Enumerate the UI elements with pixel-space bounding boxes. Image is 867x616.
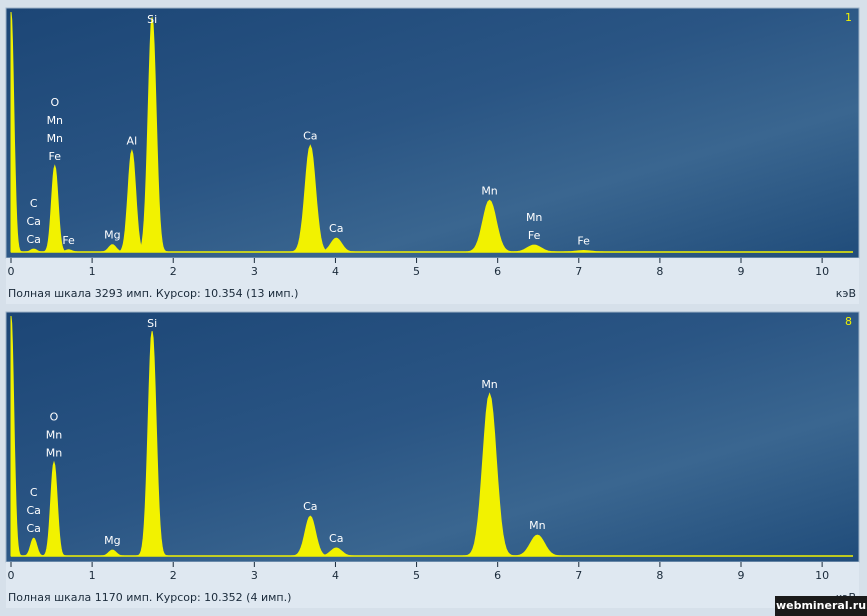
peak-label: Fe: [49, 150, 62, 163]
peak-label: C: [30, 197, 38, 210]
peak-label: Ca: [27, 522, 41, 535]
x-tick-label: 6: [494, 569, 501, 582]
x-tick-label: 10: [815, 569, 829, 582]
status-text: Полная шкала 1170 имп. Курсор: 10.352 (4…: [8, 591, 291, 604]
peak-label: Mn: [481, 184, 497, 197]
x-tick-label: 8: [656, 265, 663, 278]
peak-label: Mg: [104, 534, 120, 547]
peak-label: O: [50, 96, 59, 109]
x-tick-label: 5: [413, 569, 420, 582]
x-tick-label: 6: [494, 265, 501, 278]
watermark: webmineral.ru: [776, 599, 866, 612]
peak-label: Al: [127, 135, 138, 148]
peak: [10, 315, 23, 557]
x-tick-label: 1: [89, 569, 96, 582]
peak: [41, 164, 68, 253]
peak-label: Ca: [27, 215, 41, 228]
peak-label: Ca: [329, 532, 343, 545]
x-tick-label: 10: [815, 265, 829, 278]
peak-label: Mn: [46, 428, 62, 441]
x-tick-label: 9: [738, 569, 745, 582]
panel-number: 8: [845, 315, 852, 328]
x-tick-label: 4: [332, 265, 339, 278]
peak: [55, 249, 82, 253]
peak: [462, 392, 517, 557]
status-text: Полная шкала 3293 имп. Курсор: 10.354 (1…: [8, 287, 298, 300]
peak-label: Fe: [62, 234, 75, 247]
peak: [136, 331, 169, 557]
peak-label: Ca: [329, 222, 343, 235]
x-tick-label: 1: [89, 265, 96, 278]
x-tick-label: 0: [8, 265, 15, 278]
peak-label: Ca: [27, 233, 41, 246]
peak: [509, 534, 566, 557]
peak-label: Mn: [47, 132, 63, 145]
axis-strip: [6, 258, 859, 304]
peak: [462, 199, 517, 253]
x-unit: кэВ: [836, 287, 856, 300]
peak-label: Fe: [577, 235, 590, 248]
peak: [10, 11, 23, 253]
x-tick-label: 0: [8, 569, 15, 582]
peak-label: Mn: [529, 519, 545, 532]
x-tick-label: 7: [575, 265, 582, 278]
x-tick-label: 4: [332, 569, 339, 582]
peak-label: Ca: [303, 500, 317, 513]
peak: [97, 549, 127, 557]
x-tick-label: 3: [251, 265, 258, 278]
axis-strip: [6, 562, 859, 608]
peak-label: Mg: [104, 229, 120, 242]
x-tick-label: 2: [170, 265, 177, 278]
peak-label: C: [30, 486, 38, 499]
watermark-box: [775, 596, 867, 616]
peak-label: Si: [147, 317, 157, 330]
peak: [554, 249, 614, 253]
peak: [136, 17, 169, 253]
plot-area: [5, 311, 860, 563]
x-tick-label: 8: [656, 569, 663, 582]
peak-label: Fe: [528, 229, 541, 242]
peak-label: Ca: [27, 504, 41, 517]
peak-label: Mn: [46, 446, 62, 459]
peak-label: O: [50, 410, 59, 423]
peak-label: Mn: [47, 114, 63, 127]
peak-label: Mn: [481, 378, 497, 391]
x-tick-label: 7: [575, 569, 582, 582]
peak: [314, 547, 358, 557]
x-tick-label: 9: [738, 265, 745, 278]
peak-label: Ca: [303, 130, 317, 143]
peak: [41, 460, 67, 557]
x-tick-label: 5: [413, 265, 420, 278]
peak: [314, 237, 358, 253]
x-tick-label: 3: [251, 569, 258, 582]
peak-label: Si: [147, 13, 157, 26]
x-tick-label: 2: [170, 569, 177, 582]
panel-number: 1: [845, 11, 852, 24]
peak-label: Mn: [526, 211, 542, 224]
